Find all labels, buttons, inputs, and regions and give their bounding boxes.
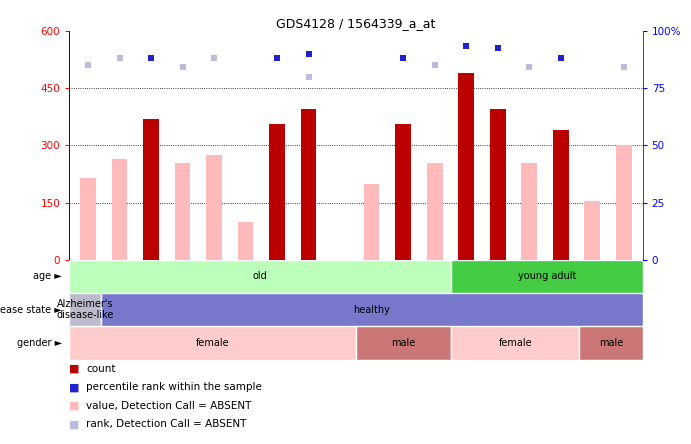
Point <box>429 62 440 69</box>
Bar <box>206 155 222 260</box>
Bar <box>585 201 600 260</box>
Text: male: male <box>598 338 623 348</box>
Point <box>303 73 314 80</box>
Point <box>555 54 566 61</box>
Bar <box>69 293 101 326</box>
Bar <box>301 109 316 260</box>
Text: ■: ■ <box>69 420 79 429</box>
Text: ■: ■ <box>69 382 79 392</box>
Text: Alzheimer's
disease-like: Alzheimer's disease-like <box>57 299 114 321</box>
Bar <box>579 326 643 360</box>
Text: count: count <box>86 364 116 373</box>
Text: rank, Detection Call = ABSENT: rank, Detection Call = ABSENT <box>86 420 247 429</box>
Point <box>146 54 157 61</box>
Point <box>461 43 472 50</box>
Point <box>397 54 408 61</box>
Bar <box>143 119 159 260</box>
Text: percentile rank within the sample: percentile rank within the sample <box>86 382 263 392</box>
Text: value, Detection Call = ABSENT: value, Detection Call = ABSENT <box>86 401 252 411</box>
Text: ■: ■ <box>69 401 79 411</box>
Bar <box>616 145 632 260</box>
Bar <box>269 124 285 260</box>
Bar <box>69 260 451 293</box>
Title: GDS4128 / 1564339_a_at: GDS4128 / 1564339_a_at <box>276 17 435 30</box>
Bar <box>451 326 579 360</box>
Point <box>618 64 630 71</box>
Point <box>524 64 535 71</box>
Bar <box>395 124 411 260</box>
Bar <box>112 159 127 260</box>
Bar <box>356 326 451 360</box>
Bar <box>553 130 569 260</box>
Text: ■: ■ <box>69 364 79 373</box>
Text: disease state ►: disease state ► <box>0 305 62 315</box>
Bar <box>175 163 191 260</box>
Text: age ►: age ► <box>33 271 62 281</box>
Point <box>272 54 283 61</box>
Point <box>209 54 220 61</box>
Text: healthy: healthy <box>353 305 390 315</box>
Text: male: male <box>392 338 416 348</box>
Text: female: female <box>196 338 229 348</box>
Bar <box>69 326 356 360</box>
Point <box>303 50 314 57</box>
Bar <box>363 183 379 260</box>
Text: young adult: young adult <box>518 271 576 281</box>
Bar <box>238 222 254 260</box>
Bar <box>521 163 537 260</box>
Text: old: old <box>253 271 267 281</box>
Bar <box>451 260 643 293</box>
Text: female: female <box>498 338 532 348</box>
Bar <box>80 178 96 260</box>
Point <box>114 54 125 61</box>
Bar <box>490 109 506 260</box>
Point <box>492 45 503 52</box>
Text: gender ►: gender ► <box>17 338 62 348</box>
Bar <box>458 73 474 260</box>
Point <box>177 64 188 71</box>
Point <box>82 62 93 69</box>
Bar <box>427 163 442 260</box>
